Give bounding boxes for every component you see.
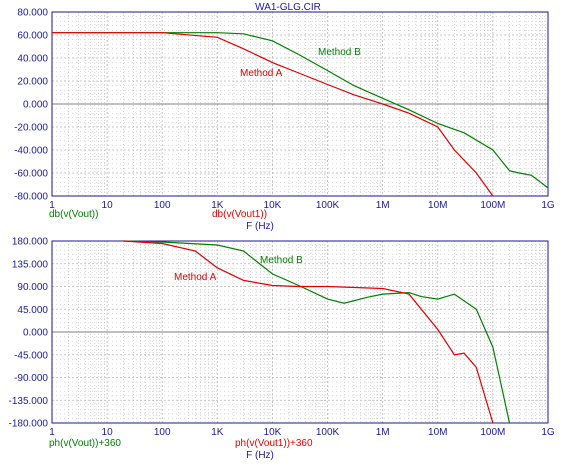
x-tick-label: 10 <box>102 200 114 211</box>
x-axis-label: F (Hz) <box>246 450 274 461</box>
x-tick-label: 1K <box>211 427 224 438</box>
x-tick-label: 1G <box>541 427 555 438</box>
y-tick-label: -90.000 <box>14 373 48 384</box>
y-tick-label: -40.000 <box>14 146 48 157</box>
y-tick-label: 135.000 <box>12 259 49 270</box>
x-tick-label: 1K <box>211 200 224 211</box>
x-tick-label: 100 <box>154 200 171 211</box>
trace-label-2: ph(v(Vout1))+360 <box>235 438 313 449</box>
x-tick-label: 100M <box>480 427 505 438</box>
trace-label-1: ph(v(Vout))+360 <box>49 438 121 449</box>
x-tick-label: 1 <box>49 427 55 438</box>
y-tick-label: -45.000 <box>14 350 48 361</box>
trace-label-2: db(v(Vout1)) <box>212 209 267 220</box>
y-tick-label: -80.000 <box>14 192 48 203</box>
series-line-method-a <box>52 32 494 197</box>
series-label-method-a: Method A <box>240 68 283 79</box>
y-tick-label: 180.000 <box>12 237 49 248</box>
x-tick-label: 10M <box>428 427 447 438</box>
x-tick-label: 1M <box>376 427 390 438</box>
series-label-method-a: Method A <box>174 272 217 283</box>
y-tick-label: 60.000 <box>17 31 48 42</box>
y-tick-label: 20.000 <box>17 77 48 88</box>
y-tick-label: 0.000 <box>23 328 48 339</box>
x-tick-label: 10 <box>102 427 114 438</box>
series-line-method-b <box>52 32 548 189</box>
x-tick-label: 1 <box>49 200 55 211</box>
chart-title: WA1-GLG.CIR <box>255 2 321 13</box>
plot-frame <box>51 11 549 197</box>
y-tick-label: -60.000 <box>14 169 48 180</box>
y-tick-label: -20.000 <box>14 123 48 134</box>
x-tick-label: 100M <box>480 200 505 211</box>
plot-frame <box>51 240 549 424</box>
x-tick-label: 100K <box>316 200 340 211</box>
trace-label-1: db(v(Vout)) <box>49 209 98 220</box>
series-label-method-b: Method B <box>318 47 361 58</box>
y-tick-label: 40.000 <box>17 54 48 65</box>
y-tick-label: 0.000 <box>23 100 48 111</box>
x-tick-label: 1G <box>541 200 555 211</box>
series-line-method-a <box>123 240 494 424</box>
x-tick-label: 100 <box>154 427 171 438</box>
y-tick-label: -135.000 <box>9 396 49 407</box>
x-tick-label: 10M <box>428 200 447 211</box>
series-line-method-b <box>123 240 511 424</box>
y-tick-label: 80.000 <box>17 8 48 19</box>
y-tick-label: 45.000 <box>17 305 48 316</box>
y-tick-label: -180.000 <box>9 419 49 430</box>
x-tick-label: 10K <box>264 200 282 211</box>
x-tick-label: 100K <box>316 427 340 438</box>
x-axis-label: F (Hz) <box>246 221 274 232</box>
x-tick-label: 1M <box>376 200 390 211</box>
x-tick-label: 10K <box>264 427 282 438</box>
series-label-method-b: Method B <box>260 255 303 266</box>
y-tick-label: 90.000 <box>17 282 48 293</box>
